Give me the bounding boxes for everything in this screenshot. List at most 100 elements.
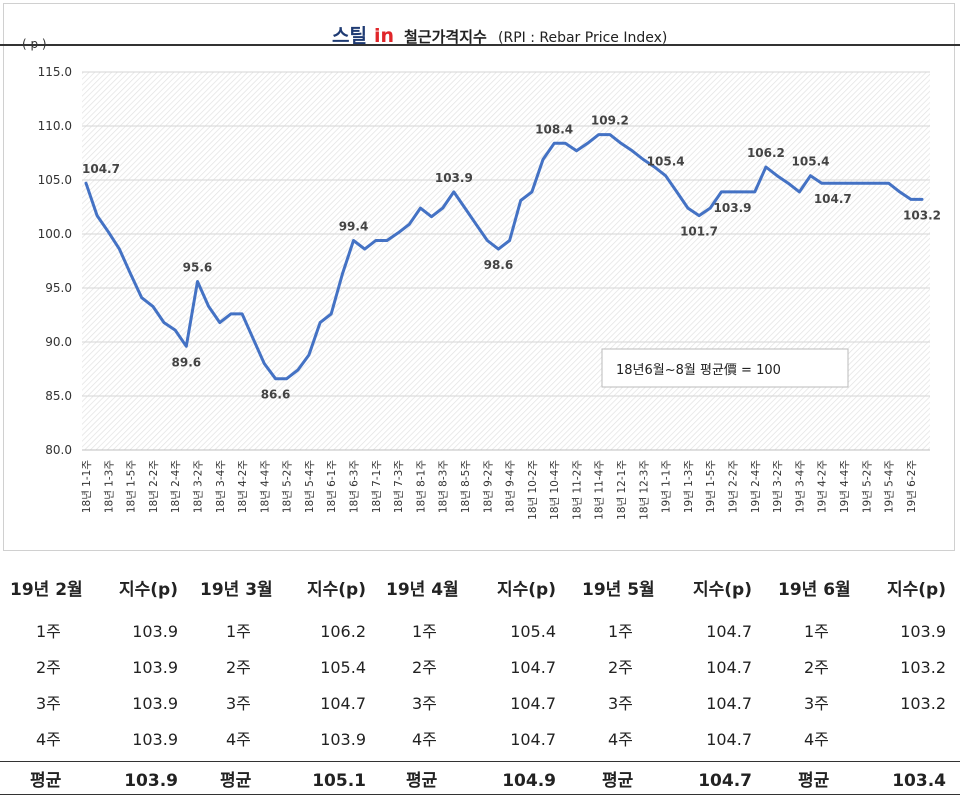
month-header: 19년 4월 [386, 580, 459, 600]
index-value-cell: 104.7 [510, 658, 556, 677]
week-cell: 1주 [804, 622, 829, 641]
week-cell: 4주 [412, 730, 437, 749]
week-cell: 4주 [226, 730, 251, 749]
gridlines [82, 71, 930, 451]
week-cell: 1주 [36, 622, 61, 641]
data-label: 101.7 [680, 225, 718, 239]
series-layer [84, 133, 924, 381]
index-value-cell: 104.7 [706, 622, 752, 641]
average-label-cell: 평균 [798, 771, 830, 791]
y-tick-label: 105.0 [38, 173, 72, 187]
index-value-cell: 104.7 [706, 694, 752, 713]
x-tick-label: 19년 5-2주 [861, 460, 873, 514]
x-tick-label: 18년 6-3주 [349, 460, 361, 514]
x-tick-label: 19년 3-2주 [772, 460, 784, 514]
x-tick-label: 18년 1-3주 [103, 460, 115, 514]
week-cell: 3주 [36, 694, 61, 713]
x-tick-label: 19년 1-3주 [683, 460, 695, 514]
x-axis-ticks: 18년 1-1주 18년 1-3주 18년 1-5주 18년 2-2주 18년 2-4주… [81, 460, 918, 520]
x-tick-label: 18년 10-2주 [527, 460, 539, 520]
table-row: 4주 103.9 4주 103.9 4주 104.7 4주 104.7 4주 [0, 722, 960, 758]
week-cell: 3주 [804, 694, 829, 713]
table-header-row: 19년 2월 지수(p) 19년 3월 지수(p) 19년 4월 지수(p) 19년 5월 지… [0, 572, 960, 608]
average-value-cell: 103.4 [892, 771, 946, 791]
data-label: 86.6 [261, 388, 291, 402]
y-tick-label: 80.0 [45, 443, 72, 457]
index-header: 지수(p) [693, 580, 752, 600]
index-value-cell: 103.9 [132, 622, 178, 641]
data-label: 108.4 [535, 122, 573, 136]
week-cell: 4주 [804, 730, 829, 749]
x-tick-label: 19년 3-4주 [794, 460, 806, 514]
index-value-cell: 103.9 [132, 730, 178, 749]
x-tick-label: 19년 2-2주 [728, 460, 740, 514]
x-tick-label: 18년 11-2주 [571, 460, 583, 520]
chart-title-logo-in: in [374, 25, 394, 47]
x-tick-label: 18년 1-1주 [81, 460, 93, 514]
x-tick-label: 18년 2-4주 [170, 460, 182, 514]
index-value-cell: 104.7 [510, 694, 556, 713]
week-cell: 3주 [226, 694, 251, 713]
x-tick-label: 18년 6-1주 [326, 460, 338, 514]
week-cell: 1주 [412, 622, 437, 641]
x-tick-label: 19년 2-4주 [750, 460, 762, 514]
data-label: 103.9 [714, 201, 752, 215]
data-label: 95.6 [183, 261, 213, 275]
week-cell: 2주 [412, 658, 437, 677]
week-cell: 2주 [608, 658, 633, 677]
x-tick-label: 18년 7-3주 [393, 460, 405, 514]
index-value-cell: 104.7 [706, 658, 752, 677]
series-line-rpi [84, 133, 924, 381]
index-value-cell: 103.9 [320, 730, 366, 749]
index-value-cell: 105.4 [320, 658, 366, 677]
y-tick-label: 110.0 [38, 119, 72, 133]
index-value-cell: 103.2 [900, 694, 946, 713]
x-tick-label: 19년 4-4주 [839, 460, 851, 514]
index-value-cell: 104.7 [706, 730, 752, 749]
week-cell: 3주 [608, 694, 633, 713]
week-cell: 1주 [226, 622, 251, 641]
chart-panel: 스틸 in 철근가격지수 (RPI : Rebar Price Index) (… [3, 3, 955, 551]
y-tick-label: 115.0 [38, 65, 72, 79]
index-value-cell: 105.4 [510, 622, 556, 641]
index-value-cell: 104.7 [320, 694, 366, 713]
average-label-cell: 평균 [406, 771, 438, 791]
x-tick-label: 18년 5-4주 [304, 460, 316, 514]
data-label: 103.9 [435, 171, 473, 185]
table-row: 3주 103.9 3주 104.7 3주 104.7 3주 104.7 3주 103.2 [0, 686, 960, 722]
week-cell: 1주 [608, 622, 633, 641]
average-label-cell: 평균 [602, 771, 634, 791]
x-tick-label: 18년 3-4주 [215, 460, 227, 514]
x-tick-label: 18년 9-4주 [505, 460, 517, 514]
index-value-cell: 104.7 [510, 730, 556, 749]
x-tick-label: 18년 11-4주 [594, 460, 606, 520]
average-label-cell: 평균 [220, 771, 252, 791]
data-label: 105.4 [792, 155, 830, 169]
average-value-cell: 104.7 [698, 771, 752, 791]
chart-title: 철근가격지수 [404, 28, 487, 46]
table-rule [0, 794, 960, 795]
chart-title-logo: 스틸 [332, 25, 367, 47]
data-label: 104.7 [814, 192, 852, 206]
y-tick-label: 90.0 [45, 335, 72, 349]
week-cell: 4주 [36, 730, 61, 749]
x-tick-label: 18년 10-4주 [549, 460, 561, 520]
y-tick-label: 95.0 [45, 281, 72, 295]
x-tick-label: 18년 12-1주 [616, 460, 628, 520]
x-tick-label: 18년 3-2주 [192, 460, 204, 514]
month-header: 19년 6월 [778, 580, 851, 600]
x-tick-label: 19년 1-1주 [661, 460, 673, 514]
index-value-cell: 106.2 [320, 622, 366, 641]
x-tick-label: 18년 8-5주 [460, 460, 472, 514]
rebar-price-index-chart: 스틸 in 철근가격지수 (RPI : Rebar Price Index) (… [22, 25, 941, 520]
x-tick-label: 19년 4-2주 [817, 460, 829, 514]
chart-subtitle: (RPI : Rebar Price Index) [498, 30, 667, 46]
data-label: 103.2 [903, 208, 941, 222]
index-value-cell: 103.9 [900, 622, 946, 641]
x-tick-label: 18년 9-2주 [482, 460, 494, 514]
average-value-cell: 105.1 [312, 771, 366, 791]
data-label: 99.4 [339, 219, 369, 233]
x-tick-label: 19년 6-2주 [906, 460, 918, 514]
average-value-cell: 103.9 [124, 771, 178, 791]
data-label: 109.2 [591, 114, 629, 128]
